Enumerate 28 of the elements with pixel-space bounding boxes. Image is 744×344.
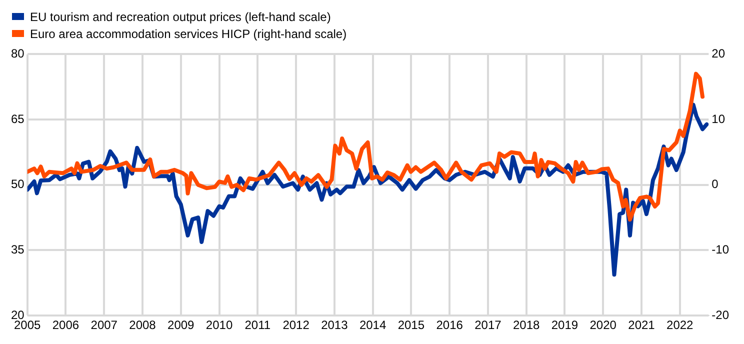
x-tick-label: 2006 (52, 318, 80, 332)
y2-tick-label: 20 (712, 46, 726, 61)
x-tick-label: 2013 (321, 318, 348, 332)
x-tick-label: 2020 (590, 318, 617, 332)
x-tick-label: 2012 (282, 318, 310, 332)
x-tick-label: 2018 (512, 318, 540, 332)
x-tick-label: 2007 (90, 318, 118, 332)
x-tick-label: 2022 (666, 318, 694, 332)
y-tick-label: 35 (10, 242, 25, 257)
x-tick-label: 2019 (551, 318, 578, 332)
y-tick-label: 80 (10, 46, 25, 61)
legend-label: Euro area accommodation services HICP (right-hand scale) (30, 26, 347, 40)
x-tick-label: 2008 (129, 318, 156, 332)
x-tick-label: 2021 (628, 318, 656, 332)
x-tick-label: 2009 (168, 318, 195, 332)
y2-tick-label: -20 (712, 308, 730, 322)
x-tick-label: 2017 (474, 318, 502, 332)
x-tick-label: 2010 (206, 318, 233, 332)
y2-tick-label: -10 (712, 242, 730, 257)
legend-label: EU tourism and recreation output prices (left-hand scale) (30, 10, 331, 24)
y-tick-label: 65 (10, 112, 25, 126)
x-tick-label: 2014 (359, 318, 386, 332)
y-tick-label: 50 (10, 177, 25, 192)
x-tick-label: 2015 (398, 318, 425, 332)
y2-tick-label: 10 (712, 112, 726, 126)
x-tick-label: 2016 (436, 318, 464, 332)
y2-tick-label: 0 (712, 177, 719, 192)
x-tick-label: 2011 (244, 318, 271, 332)
